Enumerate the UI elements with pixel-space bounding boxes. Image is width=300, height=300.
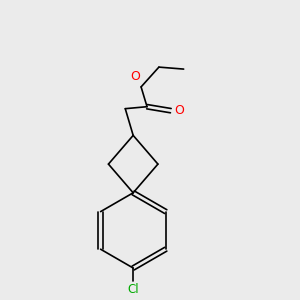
Text: O: O (130, 70, 140, 83)
Text: O: O (175, 104, 184, 117)
Text: Cl: Cl (128, 283, 139, 296)
